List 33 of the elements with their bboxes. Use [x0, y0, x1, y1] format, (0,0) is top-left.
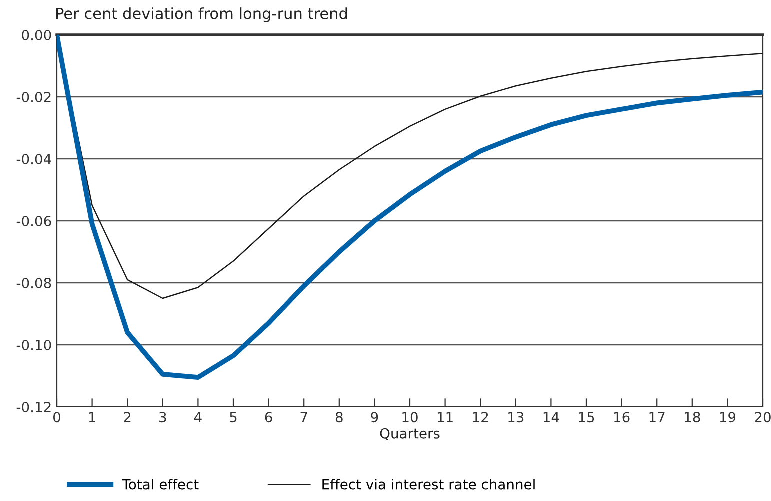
x-tick-label: 12 — [473, 412, 488, 422]
y-tick-label: -0.02 — [16, 92, 51, 102]
x-tick-label: 15 — [579, 412, 594, 423]
y-tick-label: -0.06 — [16, 216, 52, 226]
x-tick-label: 16 — [614, 412, 630, 423]
x-tick-label: 7 — [300, 412, 308, 422]
x-tick-label: 1 — [89, 412, 96, 422]
x-tick-label: 18 — [685, 412, 700, 423]
x-tick-label: 5 — [230, 412, 237, 423]
x-tick-label: 0 — [53, 412, 60, 423]
x-tick-label: 20 — [755, 412, 771, 423]
y-tick-label: -0.10 — [16, 340, 52, 350]
x-tick-label: 6 — [265, 412, 272, 423]
y-tick-label: -0.04 — [16, 154, 52, 164]
y-tick-label: -0.08 — [16, 278, 52, 288]
x-tick-label: 19 — [720, 412, 736, 423]
y-tick-label: 0.00 — [22, 30, 52, 40]
x-tick-label: 17 — [650, 412, 665, 422]
legend-label: Effect via interest rate channel — [322, 479, 535, 490]
legend-label: Total effect — [122, 479, 199, 490]
x-tick-label: 8 — [336, 412, 343, 423]
y-tick-label: -0.12 — [16, 402, 51, 412]
x-tick-label: 3 — [160, 412, 166, 423]
x-tick-label: 10 — [402, 412, 418, 423]
x-axis-title: Quarters — [380, 428, 440, 440]
x-tick-label: 2 — [124, 412, 131, 422]
x-tick-label: 4 — [194, 412, 202, 422]
line-series — [57, 35, 763, 380]
x-tick-label: 9 — [371, 412, 378, 423]
x-tick-label: 11 — [438, 412, 453, 422]
chart-subtitle: Per cent deviation from long-run trend — [56, 8, 348, 22]
x-tick-label: 13 — [508, 412, 524, 423]
x-tick-label: 14 — [544, 412, 560, 422]
